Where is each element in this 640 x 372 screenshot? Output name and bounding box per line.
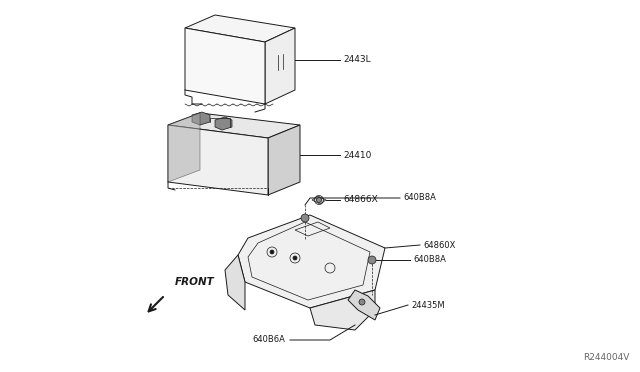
- Polygon shape: [168, 125, 268, 195]
- Text: 64860X: 64860X: [423, 241, 456, 250]
- Polygon shape: [168, 113, 200, 182]
- Text: 640B8A: 640B8A: [413, 256, 446, 264]
- Polygon shape: [238, 215, 385, 308]
- Circle shape: [293, 256, 297, 260]
- Polygon shape: [168, 113, 300, 138]
- Polygon shape: [310, 290, 375, 330]
- Circle shape: [317, 198, 321, 202]
- Polygon shape: [215, 117, 232, 130]
- Text: 64866X: 64866X: [343, 196, 378, 205]
- Polygon shape: [348, 290, 380, 320]
- Polygon shape: [268, 125, 300, 195]
- Circle shape: [270, 250, 274, 254]
- Circle shape: [359, 299, 365, 305]
- Polygon shape: [192, 112, 210, 125]
- Text: 24435M: 24435M: [411, 301, 445, 310]
- Text: 24410: 24410: [343, 151, 371, 160]
- Text: R244004V: R244004V: [584, 353, 630, 362]
- Text: 640B8A: 640B8A: [403, 193, 436, 202]
- Polygon shape: [185, 15, 295, 42]
- Polygon shape: [185, 28, 265, 104]
- Text: 640B6A: 640B6A: [252, 336, 285, 344]
- Circle shape: [368, 256, 376, 264]
- Polygon shape: [312, 196, 326, 204]
- Polygon shape: [225, 255, 245, 310]
- Circle shape: [301, 214, 309, 222]
- Polygon shape: [265, 28, 295, 104]
- Text: 2443L: 2443L: [343, 55, 371, 64]
- Text: FRONT: FRONT: [175, 277, 215, 287]
